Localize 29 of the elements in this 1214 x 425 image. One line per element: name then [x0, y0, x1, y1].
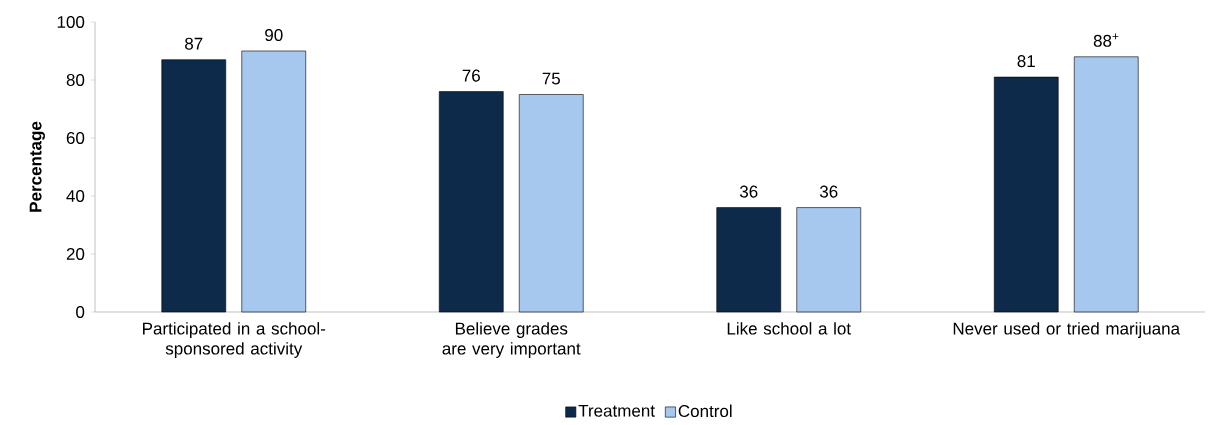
data-label: 36 — [739, 185, 758, 198]
bar — [796, 207, 862, 313]
y-tick-label: 100 — [57, 15, 85, 29]
bar — [438, 91, 504, 313]
x-tick-label: Participated in a school-sponsored activity — [143, 322, 326, 358]
y-axis-title: Percentage — [29, 121, 45, 212]
legend-label: Treatment — [578, 404, 655, 417]
y-tick-label: 40 — [66, 189, 85, 203]
y-tick-label: 20 — [66, 247, 85, 261]
x-tick-label: Like school a lot — [727, 322, 851, 335]
data-label: 81 — [1017, 55, 1035, 68]
bar — [241, 50, 307, 313]
data-label: 87 — [185, 37, 203, 50]
bar — [993, 76, 1059, 313]
y-tick-label: 0 — [76, 305, 85, 319]
data-label: 76 — [462, 69, 480, 82]
data-label: 90 — [265, 28, 283, 42]
x-tick-label: Believe grades are very important — [442, 322, 581, 358]
y-tick-label: 60 — [66, 131, 85, 145]
bar — [716, 207, 782, 313]
bar — [161, 59, 227, 313]
data-label: 88$^{+}$ — [1093, 33, 1119, 47]
x-tick-label: Never used or tried marijuana — [953, 322, 1181, 338]
y-tick-label: 80 — [66, 73, 85, 87]
legend-label: Control — [678, 404, 732, 418]
data-label: 75 — [542, 72, 560, 85]
data-label: 36 — [819, 185, 838, 198]
bar — [1073, 56, 1139, 313]
bar — [518, 94, 584, 313]
